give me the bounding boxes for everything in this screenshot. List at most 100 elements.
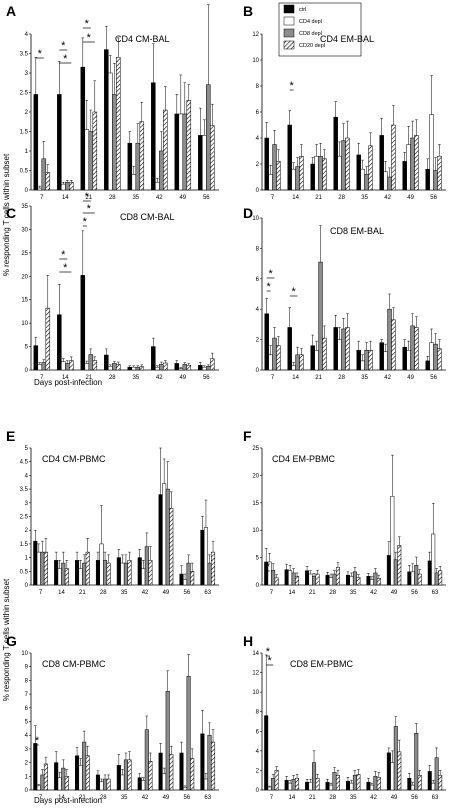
- x-tick-label: 56: [203, 195, 210, 201]
- bar-cd4: [203, 527, 208, 586]
- y-tick-label: 20: [252, 473, 259, 479]
- y-tick-label: 5: [25, 345, 29, 351]
- y-tick-label: 7: [25, 692, 29, 698]
- bar-cd8: [186, 562, 191, 586]
- bar-ctrl: [345, 780, 350, 791]
- bar-cd8: [159, 150, 164, 191]
- significance-star: *: [63, 262, 68, 274]
- legend: ctrl CD4 depl CD8 depl CD20 depl: [278, 2, 362, 57]
- bar-cd4: [155, 181, 160, 191]
- bar-cd20: [43, 551, 48, 586]
- y-tick-label: 0: [256, 368, 260, 374]
- x-tick-label: 49: [163, 590, 170, 596]
- bar-cd8: [40, 774, 45, 791]
- x-tick-label: 42: [156, 195, 163, 201]
- bar-cd20: [417, 775, 422, 791]
- x-tick-label: 21: [309, 590, 316, 596]
- bar-cd8: [144, 729, 149, 791]
- bar-cd20: [186, 365, 192, 371]
- x-tick-label: 7: [271, 375, 275, 381]
- bar-ctrl: [366, 575, 371, 586]
- bar-cd20: [345, 137, 350, 191]
- y-tick-label: 10: [21, 651, 28, 657]
- bar-cd4: [131, 366, 137, 371]
- x-tick-label: 7: [270, 795, 274, 801]
- bar-cd20: [322, 158, 327, 191]
- bar-cd8: [410, 325, 415, 371]
- bar-cd8: [186, 676, 191, 791]
- y-tick-label: 12: [252, 32, 259, 38]
- bar-cd20: [335, 567, 340, 586]
- x-tick-label: 28: [329, 795, 336, 801]
- x-tick-label: 28: [109, 375, 116, 381]
- bar-cd20: [368, 145, 373, 191]
- x-axis-label-top: Days post-infection: [34, 378, 102, 387]
- bar-cd4: [203, 778, 208, 791]
- bar-ctrl: [151, 82, 156, 191]
- bar-ctrl: [264, 313, 269, 371]
- bar-cd8: [65, 363, 70, 371]
- bar-cd8: [318, 155, 323, 191]
- x-tick-label: 14: [58, 590, 65, 596]
- y-tick-label: 30: [21, 227, 28, 233]
- bar-ctrl: [57, 314, 62, 371]
- bar-ctrl: [33, 743, 38, 791]
- bar-cd8: [272, 337, 277, 371]
- bar-ctrl: [200, 733, 205, 791]
- bar-ctrl: [33, 94, 39, 191]
- y-tick-label: 15: [252, 501, 259, 507]
- bar-ctrl: [95, 560, 100, 586]
- bar-ctrl: [402, 161, 407, 191]
- bar-cd4: [268, 174, 273, 191]
- x-tick-label: 63: [204, 590, 211, 596]
- y-tick-label: 10: [252, 690, 259, 696]
- y-tick-label: 8: [256, 84, 260, 90]
- bar-cd4: [406, 349, 411, 371]
- x-tick-label: 56: [411, 795, 418, 801]
- x-tick-label: 35: [132, 375, 139, 381]
- y-tick-label: 1.5: [20, 130, 29, 136]
- bar-cd4: [108, 366, 113, 371]
- y-tick-label: 3.5: [20, 52, 29, 58]
- bar-cd4: [183, 787, 188, 791]
- panel-f: 0 5 10 15 20 25F CD4 EM-PBMC 7 14 21 28 35 42 49 56 63 *: [243, 428, 446, 596]
- bar-cd20: [368, 349, 373, 371]
- bar-cd8: [414, 732, 419, 791]
- bar-cd8: [206, 84, 211, 191]
- bar-ctrl: [116, 557, 121, 586]
- significance-star: *: [35, 735, 40, 747]
- bar-ctrl: [80, 275, 86, 371]
- bar-cd4: [162, 483, 167, 586]
- bar-cd4: [406, 144, 411, 191]
- x-tick-label: 49: [407, 375, 414, 381]
- bar-cd4: [429, 114, 434, 191]
- y-tick-label: 4.5: [20, 460, 29, 466]
- bar-cd8: [387, 176, 392, 191]
- significance-star: *: [268, 655, 273, 667]
- bar-cd4: [291, 365, 296, 371]
- significance-star: *: [291, 286, 296, 298]
- bar-cd8: [40, 551, 45, 586]
- y-tick-label: 2: [25, 110, 29, 116]
- bar-ctrl: [57, 94, 62, 191]
- bar-cd8: [207, 734, 212, 791]
- bar-ctrl: [325, 781, 330, 791]
- bar-cd20: [116, 57, 121, 191]
- panel-letter: C: [6, 205, 16, 221]
- panel-title: CD8 CM-PBMC: [42, 659, 106, 669]
- bar-cd4: [288, 782, 293, 791]
- y-tick-label: 0.5: [20, 169, 29, 175]
- bar-cd4: [162, 773, 167, 791]
- significance-star: *: [38, 48, 43, 60]
- bar-cd20: [276, 345, 281, 371]
- bar-cd8: [135, 142, 141, 191]
- bar-cd20: [43, 763, 48, 791]
- bar-ctrl: [174, 363, 180, 371]
- x-tick-label: 21: [85, 375, 92, 381]
- y-tick-label: 3.5: [20, 487, 29, 493]
- bar-ctrl: [407, 571, 412, 586]
- x-tick-label: 49: [391, 795, 398, 801]
